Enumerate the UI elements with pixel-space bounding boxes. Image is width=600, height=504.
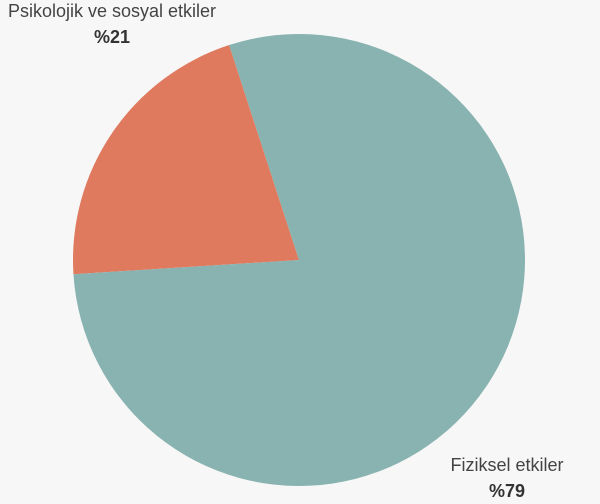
- slice-label: Fiziksel etkiler %79: [397, 452, 600, 504]
- slice-label: Psikolojik ve sosyal etkiler %21: [2, 0, 222, 50]
- pie-slice: [73, 45, 299, 275]
- value-label: %79: [488, 481, 526, 501]
- category-label: Fiziksel etkiler: [450, 455, 564, 475]
- value-label: %21: [93, 27, 131, 47]
- pie-slice: [73, 33, 526, 486]
- category-label: Psikolojik ve sosyal etkiler: [7, 1, 217, 21]
